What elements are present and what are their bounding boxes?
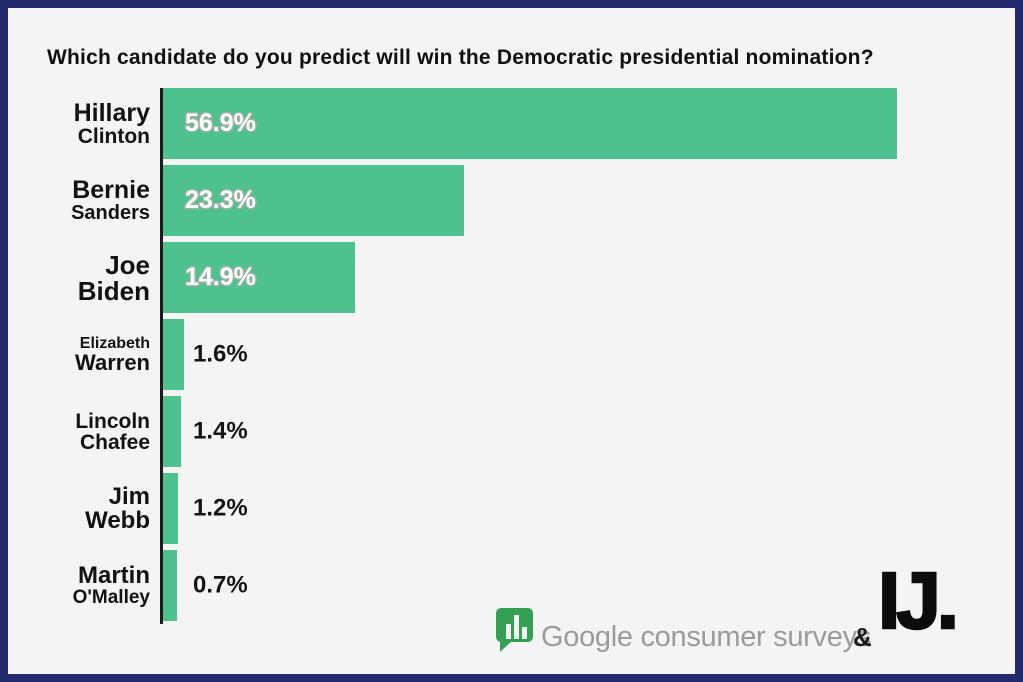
google-surveys-label: Google consumer surveys bbox=[541, 621, 871, 653]
candidate-label: Hillary Clinton bbox=[8, 88, 163, 159]
candidate-first-name: Martin bbox=[78, 562, 150, 589]
bar-value-label: 0.7% bbox=[193, 570, 248, 598]
candidate-label: Lincoln Chafee bbox=[8, 396, 163, 467]
bar-row: Bernie Sanders 23.3% bbox=[8, 165, 1015, 236]
bar bbox=[163, 165, 464, 236]
chart-title: Which candidate do you predict will win … bbox=[47, 46, 874, 69]
bar-chart: Hillary Clinton 56.9% Bernie Sanders 23.… bbox=[8, 88, 1015, 627]
candidate-first-name: Joe bbox=[105, 249, 150, 280]
bar-row: Elizabeth Warren 1.6% bbox=[8, 319, 1015, 390]
bar bbox=[163, 396, 182, 467]
bar-row: Jim Webb 1.2% bbox=[8, 473, 1015, 544]
icon-chart-bar bbox=[522, 627, 527, 639]
bar-track: 1.6% bbox=[163, 319, 1015, 390]
bar-track: 1.4% bbox=[163, 396, 1015, 467]
candidate-last-name: Clinton bbox=[77, 124, 150, 148]
bar bbox=[163, 88, 897, 159]
candidate-first-name: Lincoln bbox=[75, 409, 150, 433]
icon-chart-bar bbox=[514, 615, 519, 639]
candidate-first-name: Hillary bbox=[73, 98, 150, 127]
bar bbox=[163, 550, 177, 621]
candidate-label: Bernie Sanders bbox=[8, 165, 163, 236]
bar-track: 1.2% bbox=[163, 473, 1015, 544]
bar-track: 0.7% bbox=[163, 550, 1015, 621]
bar-value-label: 14.9% bbox=[185, 262, 256, 291]
bar-chart-rows: Hillary Clinton 56.9% Bernie Sanders 23.… bbox=[8, 88, 1015, 621]
bar-track: 56.9% bbox=[163, 88, 1015, 159]
bar-value-label: 56.9% bbox=[185, 108, 256, 137]
candidate-first-name: Elizabeth bbox=[79, 334, 150, 352]
y-axis-line bbox=[160, 88, 163, 624]
bar-row: Lincoln Chafee 1.4% bbox=[8, 396, 1015, 467]
bar-row: Martin O'Malley 0.7% bbox=[8, 550, 1015, 621]
bar-value-label: 23.3% bbox=[185, 185, 256, 214]
bar-row: Hillary Clinton 56.9% bbox=[8, 88, 1015, 159]
bar-track: 23.3% bbox=[163, 165, 1015, 236]
bar-value-label: 1.6% bbox=[193, 339, 248, 367]
candidate-label: Martin O'Malley bbox=[8, 550, 163, 621]
candidate-label: Elizabeth Warren bbox=[8, 319, 163, 390]
candidate-first-name: Bernie bbox=[72, 176, 150, 204]
candidate-first-name: Jim bbox=[108, 482, 150, 510]
speech-bubble-tail bbox=[500, 641, 512, 652]
candidate-last-name: Chafee bbox=[79, 430, 150, 454]
bar bbox=[163, 319, 184, 390]
candidate-last-name: Warren bbox=[75, 349, 150, 375]
candidate-label: Jim Webb bbox=[8, 473, 163, 544]
candidate-last-name: Webb bbox=[85, 506, 150, 534]
bar-value-label: 1.2% bbox=[193, 493, 248, 521]
ij-logo: IJ. bbox=[877, 556, 960, 645]
candidate-label: Joe Biden bbox=[8, 242, 163, 313]
bar-value-label: 1.4% bbox=[193, 416, 248, 444]
candidate-last-name: Sanders bbox=[71, 202, 150, 224]
candidate-last-name: O'Malley bbox=[72, 587, 150, 608]
bar-row: Joe Biden 14.9% bbox=[8, 242, 1015, 313]
bar bbox=[163, 473, 179, 544]
bar-track: 14.9% bbox=[163, 242, 1015, 313]
ampersand-label: & bbox=[853, 622, 872, 652]
bar bbox=[163, 242, 356, 313]
candidate-last-name: Biden bbox=[77, 275, 150, 306]
icon-chart-bar bbox=[506, 624, 511, 639]
google-surveys-icon bbox=[496, 608, 533, 652]
